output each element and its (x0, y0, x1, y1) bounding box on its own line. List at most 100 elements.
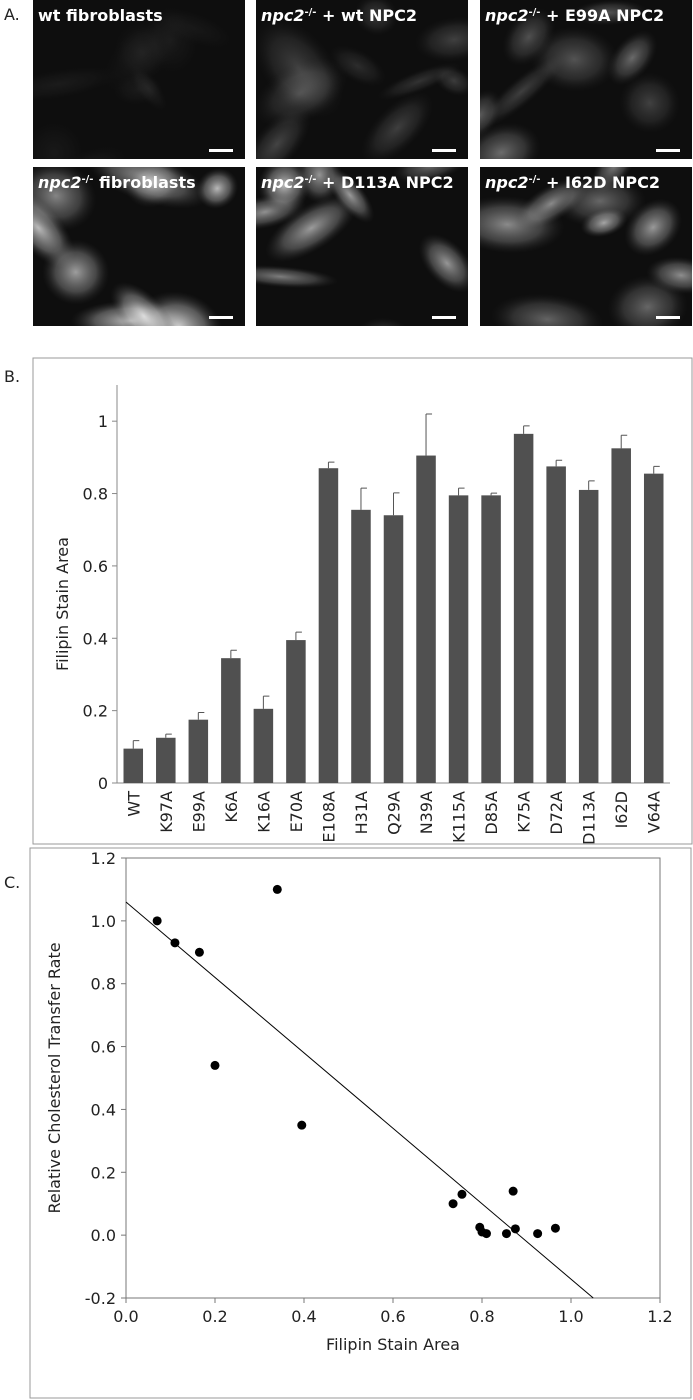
point (272, 884, 282, 894)
bar (546, 466, 566, 783)
y-tick-label: 0.2 (91, 1163, 116, 1182)
gene-name: npc2 (261, 6, 304, 25)
panel-label: B. (4, 367, 20, 386)
label-text: + D113A NPC2 (316, 173, 453, 192)
x-tick-label: E70A (287, 791, 306, 832)
micrograph-label: npc2-/- fibroblasts (38, 173, 196, 192)
cell (607, 275, 688, 326)
micrograph: npc2-/- + E99A NPC2 (480, 0, 692, 159)
panel-frame (29, 847, 692, 1399)
cell (258, 167, 311, 214)
cells (480, 167, 692, 326)
cell (354, 0, 399, 36)
error-bar (458, 487, 465, 496)
y-tick-label: -0.2 (85, 1289, 116, 1308)
x-tick-label: 0.8 (469, 1307, 494, 1326)
bar (188, 719, 209, 783)
x-tick-label: D85A (482, 791, 501, 835)
bar (578, 489, 599, 783)
scale-bar (209, 316, 233, 319)
error-bar (262, 695, 270, 709)
y-axis-label: Filipin Stain Area (53, 537, 72, 671)
point (550, 1223, 560, 1233)
panel-frame (32, 357, 693, 845)
point (297, 1120, 307, 1130)
cells (256, 0, 468, 159)
superscript: -/- (304, 174, 316, 185)
error-bar (132, 740, 140, 749)
label-text: + E99A NPC2 (540, 6, 664, 25)
micrograph: npc2-/- + wt NPC2 (256, 0, 468, 159)
bar (156, 737, 176, 783)
error-bar (393, 492, 400, 516)
error-bar (230, 649, 237, 659)
label-text: wt fibroblasts (38, 6, 163, 25)
micrograph: wt fibroblasts (33, 0, 245, 159)
bar (513, 433, 534, 783)
error-bar (653, 465, 660, 474)
cell (33, 120, 85, 159)
x-tick-label: 0.2 (202, 1307, 227, 1326)
error-bar (197, 711, 205, 720)
x-tick-label: K6A (222, 791, 241, 823)
x-tick-label: K97A (157, 791, 176, 833)
cell (265, 194, 358, 263)
cell (480, 89, 502, 141)
scale-bar (656, 316, 680, 319)
micrograph-label: npc2-/- + E99A NPC2 (485, 6, 664, 25)
cell (256, 265, 339, 289)
micrograph-label: npc2-/- + D113A NPC2 (261, 173, 454, 192)
bar (286, 640, 306, 783)
error-bar (425, 413, 433, 456)
micrograph-label: wt fibroblasts (38, 6, 163, 25)
cell (256, 106, 312, 159)
x-tick-label: E99A (189, 791, 208, 832)
x-tick-label: K16A (254, 791, 273, 833)
scale-bar (432, 149, 456, 152)
cell (328, 45, 387, 87)
bar (643, 473, 664, 783)
bar (123, 748, 144, 783)
bar (351, 509, 371, 783)
superscript: -/- (528, 174, 540, 185)
cells (33, 167, 239, 326)
x-tick-label: H31A (352, 791, 371, 834)
micrograph-label: npc2-/- + I62D NPC2 (485, 173, 660, 192)
cell (100, 11, 188, 96)
x-tick-label: 0.0 (113, 1307, 138, 1326)
x-tick-label: 0.4 (291, 1307, 316, 1326)
error-bar (360, 487, 367, 510)
y-tick-label: 0.2 (83, 702, 108, 721)
label-text: + wt NPC2 (316, 6, 417, 25)
scale-bar (209, 149, 233, 152)
cell (607, 30, 658, 86)
x-tick-label: K115A (450, 791, 469, 843)
gene-name: npc2 (261, 173, 304, 192)
panel-label: A. (4, 5, 20, 24)
cell (325, 167, 375, 223)
y-tick-label: 0.6 (91, 1038, 116, 1057)
point (448, 1199, 458, 1209)
error-bar (555, 459, 563, 467)
cell (33, 66, 121, 103)
label-text: fibroblasts (93, 173, 195, 192)
x-tick-label: K75A (515, 791, 534, 833)
bar (221, 658, 241, 783)
scale-bar (432, 316, 456, 319)
cell (480, 122, 541, 159)
error-bar (620, 434, 628, 449)
gene-name: npc2 (485, 6, 528, 25)
bar (253, 708, 274, 783)
x-tick-label: E108A (319, 791, 338, 843)
cell (361, 91, 434, 159)
error-bar (327, 461, 335, 469)
gene-name: npc2 (38, 173, 81, 192)
x-tick-label: 0.6 (380, 1307, 405, 1326)
x-tick-label: 1.2 (647, 1307, 672, 1326)
cell (553, 174, 647, 228)
cell (490, 293, 604, 326)
label-text: + I62D NPC2 (540, 173, 660, 192)
point (501, 1229, 511, 1239)
error-bar (165, 733, 172, 738)
cell (256, 58, 348, 128)
